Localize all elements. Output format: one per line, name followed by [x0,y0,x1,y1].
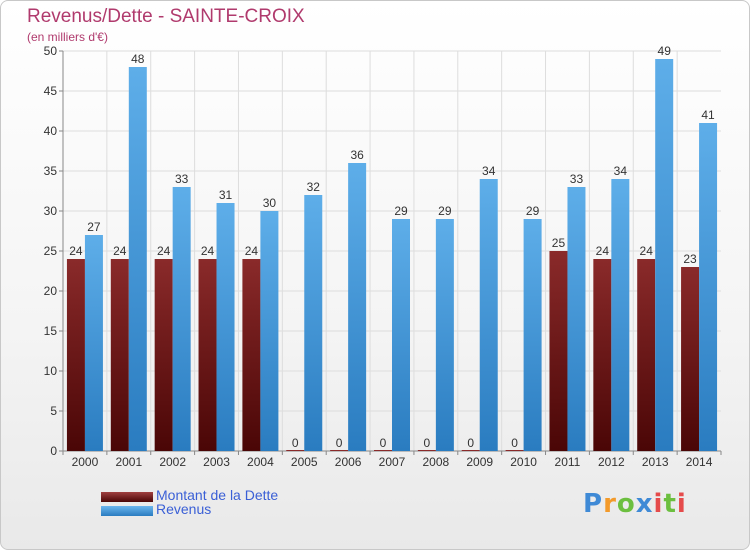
value-label-revenus-2007: 29 [394,204,408,218]
bar-revenus-2006 [348,163,367,451]
bar-dette-2008 [417,450,436,451]
bar-dette-2005 [286,450,305,451]
y-tick-label: 50 [44,44,58,58]
value-label-revenus-2001: 48 [131,52,145,66]
bar-dette-2010 [505,450,524,451]
value-label-revenus-2013: 49 [658,44,672,58]
value-label-revenus-2009: 34 [482,164,496,178]
bar-revenus-2009 [479,179,498,451]
value-label-revenus-2004: 30 [263,196,277,210]
bar-dette-2001 [110,259,129,451]
bar-revenus-2013 [655,59,674,451]
value-label-dette-2002: 24 [157,244,171,258]
y-tick-label: 30 [44,204,58,218]
value-label-revenus-2011: 33 [570,172,584,186]
value-label-dette-2014: 23 [683,252,697,266]
bar-revenus-2003 [216,203,235,451]
bar-dette-2011 [549,251,568,451]
x-tick-label: 2014 [686,455,713,469]
bar-dette-2013 [637,259,656,451]
y-tick-label: 15 [44,324,58,338]
legend-label-dette: Montant de la Dette [156,487,279,503]
bar-revenus-2008 [435,219,454,451]
chart-title: Revenus/Dette - SAINTE-CROIX [27,6,305,27]
y-tick-label: 5 [50,404,57,418]
value-label-dette-2003: 24 [201,244,215,258]
value-label-dette-2004: 24 [245,244,259,258]
bar-dette-2000 [66,259,85,451]
y-tick-label: 40 [44,124,58,138]
bar-revenus-2000 [84,235,103,451]
chart-subtitle: (en milliers d'€) [27,30,108,44]
bar-dette-2006 [330,450,349,451]
value-label-dette-2005: 0 [292,436,299,450]
x-tick-label: 2011 [555,455,581,469]
x-tick-label: 2001 [115,455,142,469]
value-label-dette-2008: 0 [424,436,431,450]
value-labels: 24 27 24 48 24 33 24 31 24 30 0 32 0 36 0 29 0 29 0 34 0 29 25… [69,44,715,450]
y-tick-label: 0 [50,444,57,458]
legend-swatch-dette [101,492,153,502]
value-label-dette-2006: 0 [336,436,343,450]
x-tick-label: 2010 [510,455,537,469]
value-label-revenus-2014: 41 [701,108,715,122]
bar-revenus-2001 [128,67,147,451]
value-label-dette-2007: 0 [380,436,387,450]
x-tick-label: 2005 [291,455,318,469]
value-label-revenus-2003: 31 [219,188,233,202]
bar-revenus-2004 [260,211,279,451]
x-tick-label: 2004 [247,455,274,469]
x-tick-label: 2002 [159,455,186,469]
y-tick-label: 35 [44,164,58,178]
value-label-revenus-2002: 33 [175,172,189,186]
value-label-dette-2013: 24 [640,244,654,258]
value-label-dette-2012: 24 [596,244,610,258]
value-label-revenus-2005: 32 [307,180,321,194]
value-label-dette-2000: 24 [69,244,83,258]
value-label-dette-2011: 25 [552,236,566,250]
x-tick-label: 2007 [379,455,406,469]
value-label-revenus-2012: 34 [614,164,628,178]
bar-dette-2004 [242,259,261,451]
x-tick-label: 2008 [423,455,450,469]
bar-dette-2009 [461,450,480,451]
bar-revenus-2010 [523,219,542,451]
value-label-revenus-2010: 29 [526,204,540,218]
bar-revenus-2014 [699,123,718,451]
value-label-dette-2009: 0 [467,436,474,450]
value-label-revenus-2006: 36 [350,148,364,162]
axes: 0 5 10 15 20 25 30 35 40 45 50 2000 2001 2002 2003 2004… [44,44,722,469]
bar-dette-2002 [154,259,173,451]
value-label-dette-2001: 24 [113,244,127,258]
bar-revenus-2002 [172,187,191,451]
bar-revenus-2011 [567,187,586,451]
bar-revenus-2007 [392,219,410,451]
bar-dette-2014 [681,267,700,451]
x-tick-label: 2013 [642,455,669,469]
bar-revenus-2012 [611,179,630,451]
y-tick-label: 25 [44,244,58,258]
proxiti-logo: Proxiti [583,489,687,519]
y-tick-label: 45 [44,84,58,98]
legend-label-revenus: Revenus [156,501,212,517]
value-label-revenus-2008: 29 [438,204,452,218]
bars [66,59,718,451]
bar-dette-2012 [593,259,612,451]
x-tick-label: 2000 [72,455,99,469]
bar-revenus-2005 [304,195,323,451]
value-label-dette-2010: 0 [511,436,518,450]
x-tick-label: 2006 [335,455,362,469]
value-label-revenus-2000: 27 [87,220,101,234]
x-tick-label: 2009 [466,455,493,469]
bar-dette-2007 [374,450,392,451]
legend-swatch-revenus [101,506,153,516]
x-tick-label: 2003 [203,455,230,469]
x-tick-label: 2012 [598,455,625,469]
bar-dette-2003 [198,259,217,451]
y-tick-label: 20 [44,284,58,298]
y-tick-label: 10 [44,364,58,378]
